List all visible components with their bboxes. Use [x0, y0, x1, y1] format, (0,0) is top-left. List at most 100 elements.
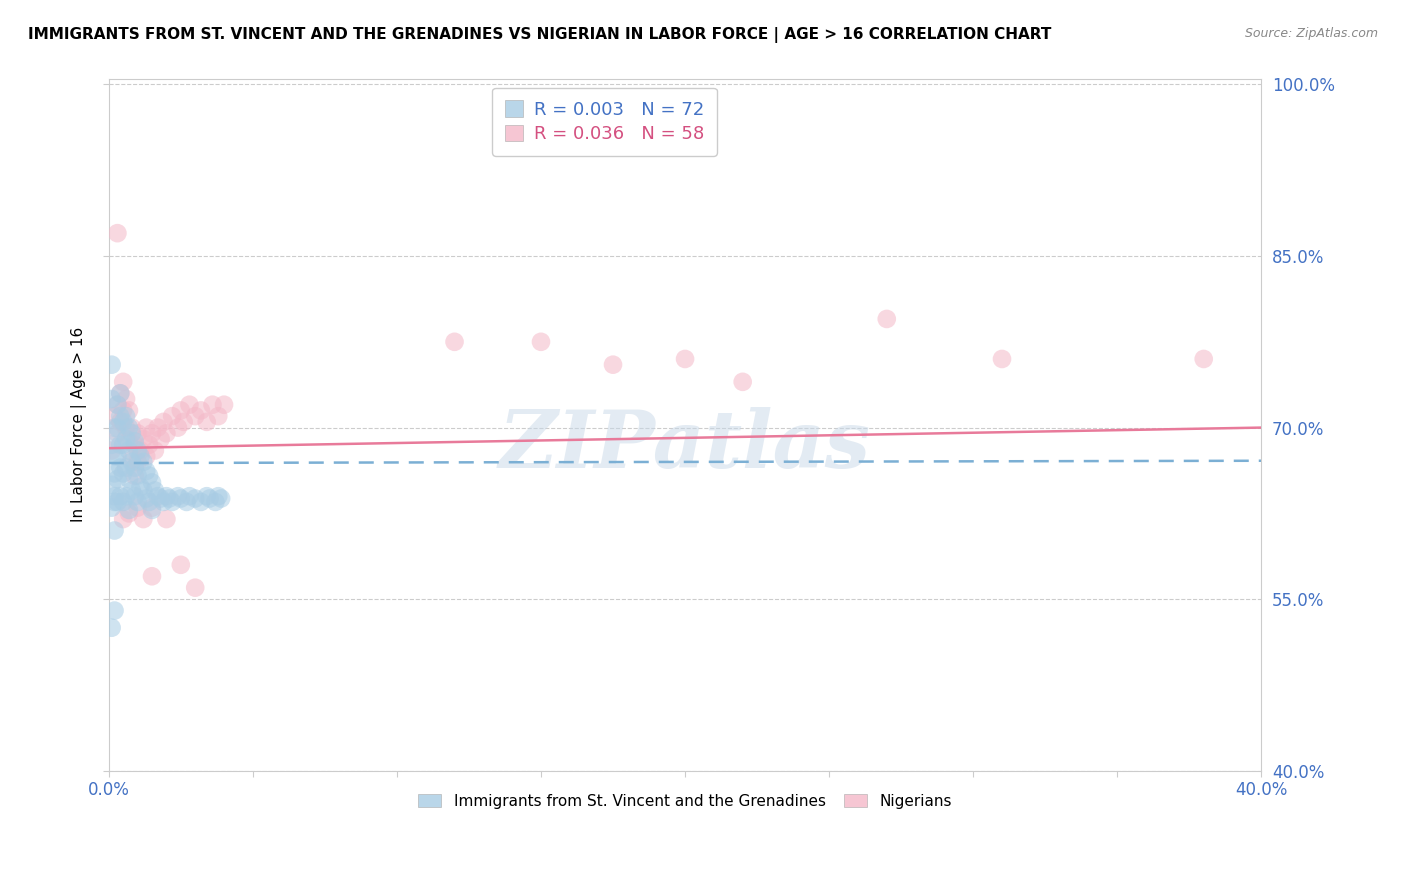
Point	[118, 503, 141, 517]
Point	[149, 432, 172, 446]
Point	[110, 386, 132, 401]
Point	[212, 398, 235, 412]
Point	[110, 489, 132, 503]
Point	[141, 503, 163, 517]
Point	[110, 386, 132, 401]
Point	[190, 403, 212, 417]
Text: Source: ZipAtlas.com: Source: ZipAtlas.com	[1244, 27, 1378, 40]
Point	[135, 491, 157, 506]
Point	[124, 434, 146, 449]
Point	[991, 351, 1014, 366]
Point	[127, 495, 149, 509]
Point	[1192, 351, 1215, 366]
Point	[157, 491, 180, 506]
Point	[149, 491, 172, 506]
Point	[207, 489, 229, 503]
Point	[124, 438, 146, 452]
Point	[112, 375, 135, 389]
Point	[184, 409, 207, 424]
Point	[112, 467, 135, 481]
Point	[115, 460, 138, 475]
Point	[143, 483, 166, 498]
Point	[876, 312, 898, 326]
Point	[132, 455, 155, 469]
Point	[170, 558, 193, 572]
Point	[127, 500, 149, 515]
Point	[138, 495, 160, 509]
Point	[152, 495, 174, 509]
Point	[141, 475, 163, 490]
Point	[201, 398, 224, 412]
Point	[121, 455, 143, 469]
Point	[107, 420, 129, 434]
Point	[103, 524, 125, 538]
Point	[100, 443, 122, 458]
Y-axis label: In Labor Force | Age > 16: In Labor Force | Age > 16	[72, 327, 87, 523]
Point	[141, 500, 163, 515]
Point	[152, 415, 174, 429]
Point	[107, 426, 129, 441]
Point	[118, 434, 141, 449]
Point	[110, 415, 132, 429]
Point	[167, 489, 190, 503]
Point	[207, 409, 229, 424]
Point	[110, 460, 132, 475]
Point	[103, 420, 125, 434]
Point	[198, 491, 221, 506]
Point	[115, 489, 138, 503]
Point	[155, 426, 177, 441]
Point	[121, 420, 143, 434]
Point	[112, 495, 135, 509]
Point	[121, 483, 143, 498]
Point	[138, 438, 160, 452]
Point	[141, 426, 163, 441]
Point	[127, 443, 149, 458]
Point	[112, 512, 135, 526]
Point	[127, 455, 149, 469]
Point	[132, 483, 155, 498]
Point	[129, 480, 152, 494]
Point	[167, 420, 190, 434]
Point	[141, 569, 163, 583]
Point	[195, 415, 218, 429]
Point	[195, 489, 218, 503]
Point	[132, 512, 155, 526]
Point	[146, 489, 169, 503]
Point	[135, 420, 157, 434]
Point	[100, 500, 122, 515]
Point	[160, 495, 183, 509]
Point	[110, 438, 132, 452]
Point	[443, 334, 465, 349]
Point	[103, 489, 125, 503]
Point	[121, 452, 143, 467]
Point	[673, 351, 696, 366]
Point	[184, 491, 207, 506]
Point	[112, 403, 135, 417]
Point	[110, 409, 132, 424]
Point	[179, 489, 201, 503]
Point	[602, 358, 624, 372]
Point	[138, 468, 160, 483]
Text: IMMIGRANTS FROM ST. VINCENT AND THE GRENADINES VS NIGERIAN IN LABOR FORCE | AGE : IMMIGRANTS FROM ST. VINCENT AND THE GREN…	[28, 27, 1052, 43]
Point	[107, 226, 129, 240]
Point	[124, 489, 146, 503]
Point	[124, 468, 146, 483]
Point	[100, 621, 122, 635]
Point	[184, 581, 207, 595]
Text: ZIPatlas: ZIPatlas	[499, 407, 872, 484]
Point	[103, 603, 125, 617]
Point	[121, 426, 143, 441]
Point	[143, 443, 166, 458]
Point	[115, 392, 138, 406]
Point	[155, 489, 177, 503]
Point	[530, 334, 553, 349]
Point	[129, 449, 152, 463]
Point	[107, 449, 129, 463]
Point	[146, 420, 169, 434]
Point	[107, 472, 129, 486]
Point	[179, 398, 201, 412]
Point	[135, 449, 157, 463]
Point	[100, 438, 122, 452]
Point	[173, 415, 195, 429]
Point	[124, 460, 146, 475]
